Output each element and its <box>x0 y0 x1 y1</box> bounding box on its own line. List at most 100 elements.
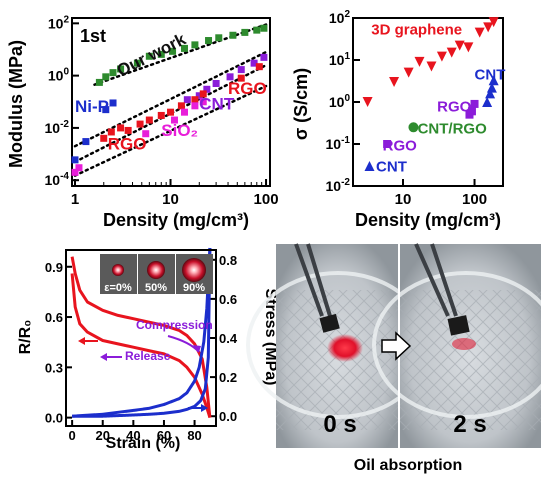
panel-a-point-ourwork <box>253 26 261 34</box>
annotation-release: Release <box>125 349 171 363</box>
inset-label-0: ε=0% <box>104 282 132 294</box>
panel-a-point-sio2 <box>199 98 207 106</box>
panel-c-left-tick-label: 0.6 <box>45 310 63 325</box>
panel-b-point-cnt <box>364 160 375 171</box>
panel-a-point-rgo <box>124 126 132 134</box>
sample-left <box>319 313 340 333</box>
panel-b-x-tick-label: 100 <box>462 191 487 208</box>
panel-a-point-rgo <box>107 128 115 136</box>
panel-a-y-axis-label: Modulus (MPa) <box>6 40 26 168</box>
panel-a-y-tick-label: 102 <box>48 14 70 31</box>
panel-b-x-tick-labels: 10 100 <box>395 191 487 208</box>
panel-b-y-tick-label: 100 <box>329 93 351 110</box>
panel-c-x-axis-label: Strain (%) <box>106 435 181 452</box>
panel-a-point-ourwork <box>117 65 125 73</box>
panel-a-point-rgo <box>237 74 245 82</box>
panel-a-point-nip <box>82 138 90 146</box>
panel-b-point-rgo <box>470 99 479 108</box>
panel-b-point-3dgraphene <box>454 40 465 51</box>
panel-c-curve-compression <box>70 256 212 418</box>
panel-a-point-nip <box>102 106 110 114</box>
panel-a-data-points <box>71 24 268 176</box>
panel-a-point-cnt <box>203 85 211 93</box>
panel-b-point-3dgraphene <box>426 61 437 72</box>
panel-a-point-cnt <box>250 59 258 67</box>
panel-a-point-ourwork <box>95 78 103 86</box>
panel-a-annotation: RGO <box>108 134 147 153</box>
panel-d-caption: Oil absorption <box>354 457 462 474</box>
panel-a-point-sio2 <box>71 168 79 176</box>
panel-a-point-ourwork <box>145 52 153 60</box>
panel-c-right-tick-label: 0.6 <box>219 292 237 307</box>
panel-a-annotation: SiO₂ <box>161 121 198 140</box>
panel-b-point-3dgraphene <box>483 22 494 33</box>
inset-label-1: 50% <box>145 282 167 294</box>
oil-spot-right <box>452 338 476 350</box>
panel-c-left-tick-labels: 0.0 0.3 0.6 0.9 <box>45 260 63 426</box>
panel-c-x-tick-label: 20 <box>96 428 110 443</box>
panel-b-y-tick-label: 101 <box>329 51 351 68</box>
panel-a-point-ourwork <box>260 24 268 32</box>
panel-c-right-tick-label: 0.2 <box>219 370 237 385</box>
panel-b-annotation: RGO <box>437 98 472 115</box>
panel-a-point-ourwork <box>109 69 117 77</box>
panel-b-point-3dgraphene <box>362 97 373 107</box>
panel-a-point-sio2 <box>75 164 83 172</box>
panel-b-point-3dgraphene <box>414 56 425 67</box>
panel-a-x-tick-label: 100 <box>254 191 279 208</box>
panel-b-point-3dgraphene <box>389 76 400 87</box>
compression-arrow <box>167 335 200 353</box>
panel-b-y-axis-label: σ (S/cm) <box>291 68 311 140</box>
panel-a-point-sio2 <box>170 116 178 124</box>
panel-a-point-rgo <box>117 124 125 132</box>
panel-b-y-tick-label: 10-1 <box>326 135 351 152</box>
panel-a-point-rgo <box>191 96 199 104</box>
dish-rim-right <box>372 271 541 419</box>
panel-a-point-rgo <box>199 90 207 98</box>
panel-b-point-3dgraphene <box>403 67 414 78</box>
panel-b-annotation: 3D graphene <box>371 22 462 39</box>
panel-a-annotation: Our work <box>114 29 190 80</box>
panel-d-oil-absorption-photo: 0 s 2 s Oil absorption <box>246 243 541 474</box>
panel-a-point-sio2 <box>180 108 188 116</box>
panel-a-point-sio2 <box>191 102 199 110</box>
panel-a-point-nip <box>71 156 79 164</box>
panel-c-strain-chart: ε=0% 50% 90% Compression Release 0.00.30… <box>17 247 279 452</box>
panel-a-fit-line <box>73 84 268 177</box>
panel-a-point-ourwork <box>191 41 199 49</box>
panel-b-point-3dgraphene <box>436 51 447 62</box>
panel-a-plot-frame <box>71 17 271 187</box>
panel-c-inset-photos: ε=0% 50% 90% <box>100 254 213 294</box>
panel-b-point-cnt <box>488 75 499 86</box>
panel-c-right-axis-label: Stress (MPa) <box>262 289 279 386</box>
panel-a-point-ourwork <box>157 50 165 58</box>
time-label-0: 0 s <box>323 411 356 438</box>
blue-axis-arrowhead <box>201 404 208 412</box>
inset-glow-0 <box>112 264 124 276</box>
panel-a-y-tick-labels: 10-4 10-2 100 102 <box>45 14 70 188</box>
tweezers-left <box>294 243 332 317</box>
panel-b-point-cnt <box>486 82 497 93</box>
annotation-compression: Compression <box>136 318 213 332</box>
panel-a-y-tick-label: 100 <box>48 67 70 84</box>
panel-b-point-3dgraphene <box>474 27 485 38</box>
panel-c-curve-stress-unloading <box>72 247 212 418</box>
panel-a-x-tick-label: 10 <box>162 191 179 208</box>
panel-a-point-rgo <box>167 108 175 116</box>
panel-a-point-ourwork <box>133 59 141 67</box>
panel-b-point-rgo <box>467 107 476 116</box>
panel-a-y-tick-label: 10-4 <box>45 171 70 188</box>
panel-c-curve-release <box>70 273 212 419</box>
release-arrowhead <box>100 353 107 361</box>
inset-glow-2 <box>182 258 206 282</box>
sample-right <box>447 315 470 336</box>
time-label-1: 2 s <box>453 411 486 438</box>
panel-a-y-tick-label: 10-2 <box>45 119 70 136</box>
panel-a-point-rgo <box>157 111 165 119</box>
panel-a-point-cnt <box>195 92 203 100</box>
panel-a-point-ourwork <box>205 37 213 45</box>
